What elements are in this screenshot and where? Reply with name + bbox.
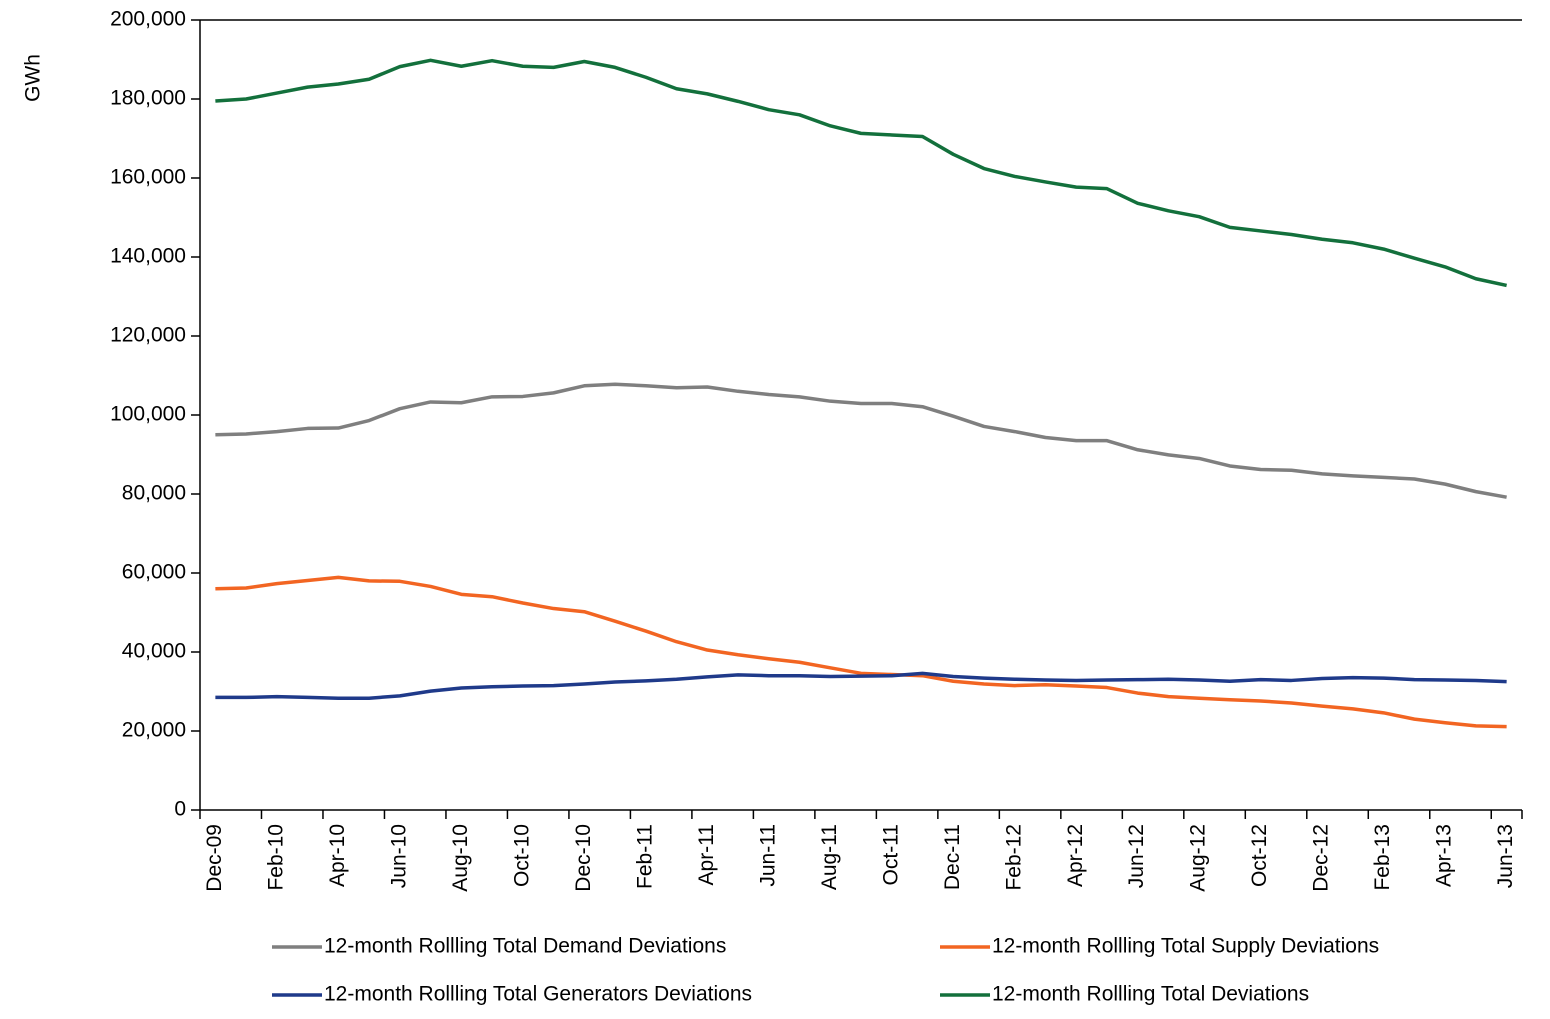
legend-label: 12-month Rollling Total Supply Deviation… bbox=[992, 935, 1379, 958]
x-tick-label: Feb-13 bbox=[1371, 824, 1394, 891]
x-tick-label: Aug-10 bbox=[449, 824, 472, 892]
x-tick-label: Apr-11 bbox=[695, 824, 718, 885]
y-tick-label: 40,000 bbox=[122, 640, 186, 663]
x-tick-label: Apr-10 bbox=[326, 824, 349, 887]
y-tick-label: 120,000 bbox=[110, 324, 186, 347]
x-tick-label: Dec-12 bbox=[1310, 824, 1333, 892]
x-tick-label: Jun-11 bbox=[756, 824, 779, 887]
x-tick-label: Feb-12 bbox=[1002, 824, 1025, 891]
x-tick-label: Aug-11 bbox=[818, 824, 841, 890]
series-line bbox=[215, 575, 1507, 729]
x-tick-label: Jun-13 bbox=[1494, 824, 1517, 888]
x-tick-label: Feb-11 bbox=[633, 824, 656, 889]
y-tick-label: 140,000 bbox=[110, 245, 186, 268]
series-line bbox=[215, 671, 1507, 700]
legend-label: 12-month Rollling Total Deviations bbox=[992, 983, 1309, 1006]
x-tick-label: Oct-10 bbox=[510, 824, 533, 887]
series-line bbox=[215, 382, 1507, 499]
x-tick-label: Oct-11 bbox=[879, 824, 902, 885]
y-axis-label: GWh bbox=[22, 54, 45, 102]
x-tick-label: Dec-10 bbox=[572, 824, 595, 892]
legend-label: 12-month Rollling Total Demand Deviation… bbox=[324, 935, 726, 958]
x-tick-label: Dec-09 bbox=[203, 824, 226, 892]
x-tick-label: Jun-10 bbox=[387, 824, 410, 888]
y-tick-label: 80,000 bbox=[122, 482, 186, 505]
x-tick-label: Dec-11 bbox=[941, 824, 964, 890]
x-tick-label: Oct-12 bbox=[1248, 824, 1271, 887]
y-tick-label: 0 bbox=[174, 798, 186, 821]
legend-label: 12-month Rollling Total Generators Devia… bbox=[324, 983, 752, 1006]
x-tick-label: Aug-12 bbox=[1187, 824, 1210, 892]
x-tick-label: Feb-10 bbox=[264, 824, 287, 891]
y-tick-label: 100,000 bbox=[110, 403, 186, 426]
y-tick-label: 20,000 bbox=[122, 719, 186, 742]
y-tick-label: 160,000 bbox=[110, 166, 186, 189]
x-tick-label: Apr-13 bbox=[1433, 824, 1456, 887]
x-tick-label: Jun-12 bbox=[1125, 824, 1148, 888]
y-tick-label: 60,000 bbox=[122, 561, 186, 584]
y-tick-label: 200,000 bbox=[110, 8, 186, 31]
x-tick-label: Apr-12 bbox=[1064, 824, 1087, 887]
y-tick-label: 180,000 bbox=[110, 87, 186, 110]
series-line bbox=[215, 58, 1508, 288]
